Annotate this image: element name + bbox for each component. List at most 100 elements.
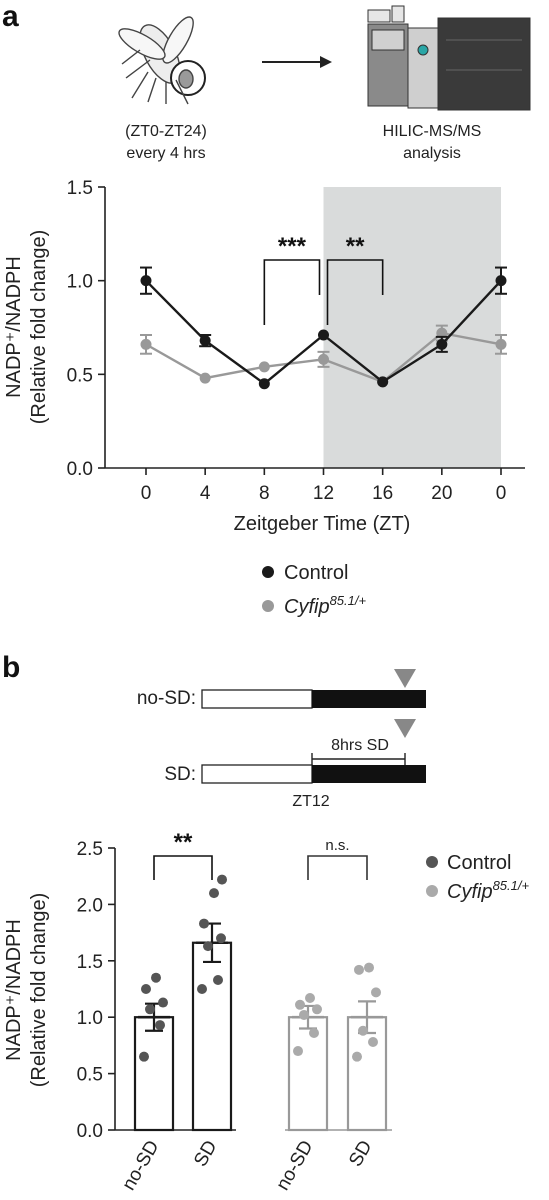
data-point-control: [495, 275, 507, 287]
data-point-control: [209, 888, 219, 899]
y-tick-label: 0.5: [77, 1065, 103, 1086]
y-tick-label: 2.0: [77, 895, 103, 916]
sd-protocol-diagram: no-SD: SD: 8hrs SD ZT12: [137, 669, 426, 810]
significance-label: n.s.: [325, 837, 349, 854]
bar-cyfip: [287, 1016, 329, 1132]
step2-caption-line2: analysis: [403, 145, 461, 162]
legend-control-label: Control: [284, 562, 348, 584]
x-tick-label: 16: [372, 483, 393, 504]
data-point-control: [151, 972, 161, 983]
significance-bracket: [307, 855, 368, 880]
data-point-cyfip: [258, 361, 270, 373]
legend-cyfip-label: Cyfip85.1/+: [447, 878, 529, 903]
y-tick-label: 1.0: [77, 1008, 103, 1029]
protocol-row2-label: SD:: [164, 764, 196, 785]
zt12-label: ZT12: [292, 793, 329, 810]
x-tick-label: 0: [496, 483, 507, 504]
legend-cyfip-name: Cyfip: [447, 881, 493, 903]
legend-cyfip-sup: 85.1/+: [493, 878, 530, 893]
data-point-control: [141, 984, 151, 994]
line-chart-x-axis-title: Zeitgeber Time (ZT): [234, 513, 411, 535]
bar-control: [133, 1016, 175, 1132]
data-point-control: [436, 338, 448, 350]
significance-label: **: [346, 233, 365, 260]
bar-chart-y-axis-title-line1: NADP⁺/NADPH: [3, 919, 25, 1061]
step2-caption-line1: HILIC-MS/MS: [383, 123, 482, 140]
significance-label: ***: [278, 233, 307, 260]
data-point-cyfip: [309, 1027, 319, 1038]
bar-chart-legend: Control Cyfip85.1/+: [426, 852, 529, 903]
data-point-cyfip: [295, 999, 305, 1010]
x-tick-label: no-SD: [118, 1137, 163, 1194]
protocol-row2-light: [201, 764, 313, 784]
y-tick-label: 0.0: [67, 459, 93, 480]
legend-cyfip-name: Cyfip: [284, 596, 330, 618]
data-point-cyfip: [318, 353, 329, 365]
data-point-cyfip: [368, 1037, 378, 1048]
data-point-control: [145, 1004, 155, 1015]
protocol-row1-dark: [312, 690, 426, 708]
data-point-control: [199, 335, 211, 347]
step1-caption-line1: (ZT0-ZT24): [125, 123, 207, 140]
data-point-cyfip: [199, 372, 211, 384]
bar-chart: 0.0 0.5 1.0 1.5 2.0 2.5 no-SD SD no-SD SD ** n.s.: [77, 829, 392, 1194]
y-tick-label: 1.0: [67, 272, 93, 293]
sd-window-label: 8hrs SD: [331, 737, 389, 754]
step1-caption-line2: every 4 hrs: [126, 145, 205, 162]
data-point-cyfip: [495, 338, 507, 350]
data-point-control: [318, 329, 329, 341]
line-chart-y-axis-title-line2: (Relative fold change): [28, 230, 50, 425]
fly-icon: [118, 16, 206, 105]
x-tick-label: 8: [259, 483, 270, 504]
y-tick-label: 0.5: [67, 365, 93, 386]
data-point-cyfip: [352, 1051, 362, 1062]
x-tick-label: 4: [200, 483, 211, 504]
panel-b-letter: b: [2, 651, 20, 684]
data-point-cyfip: [358, 1025, 368, 1036]
data-point-cyfip: [371, 987, 381, 998]
x-tick-label: 12: [313, 483, 334, 504]
mass-spectrometer-icon: [367, 5, 531, 111]
significance-bracket: [263, 259, 321, 325]
data-point-cyfip: [312, 1004, 322, 1015]
legend-control-label: Control: [447, 852, 511, 874]
data-point-cyfip: [299, 1009, 309, 1020]
line-chart: 0.00.51.01.50 4 8 12 16 20 0*** **: [67, 178, 525, 504]
data-point-cyfip: [140, 338, 152, 350]
legend-cyfip-sup: 85.1/+: [330, 593, 367, 608]
significance-bracket: [326, 259, 384, 325]
legend-cyfip-marker: [262, 600, 274, 612]
x-tick-label: 20: [431, 483, 452, 504]
x-tick-label: 0: [141, 483, 152, 504]
data-point-cyfip: [354, 964, 364, 975]
significance-bracket: [153, 855, 213, 880]
x-tick-label: SD: [345, 1137, 376, 1170]
data-point-control: [158, 997, 168, 1008]
x-tick-label: SD: [190, 1137, 221, 1170]
bar-chart-y-axis-title-line2: (Relative fold change): [28, 893, 50, 1088]
panel-a-letter: a: [2, 0, 19, 33]
line-chart-y-axis-title-line1: NADP⁺/NADPH: [3, 256, 25, 398]
data-point-cyfip: [305, 993, 315, 1004]
data-point-control: [139, 1051, 149, 1062]
arrow-right-icon: [262, 56, 332, 68]
data-point-control: [217, 874, 227, 885]
sampling-marker-icon: [394, 719, 416, 738]
data-point-cyfip: [293, 1046, 303, 1057]
data-point-control: [197, 984, 207, 994]
legend-control-marker: [426, 856, 438, 868]
protocol-row2-dark: [312, 765, 426, 783]
legend-control-marker: [262, 566, 274, 578]
data-point-control: [258, 378, 270, 390]
significance-label: **: [174, 829, 193, 856]
data-point-control: [377, 376, 389, 388]
y-tick-label: 1.5: [67, 178, 93, 199]
sampling-marker-icon: [394, 669, 416, 688]
data-point-control: [216, 933, 226, 944]
protocol-row1-label: no-SD:: [137, 688, 196, 709]
data-point-control: [140, 275, 152, 287]
legend-cyfip-marker: [426, 885, 438, 897]
data-point-control: [199, 918, 209, 929]
protocol-row1-light: [201, 689, 313, 709]
